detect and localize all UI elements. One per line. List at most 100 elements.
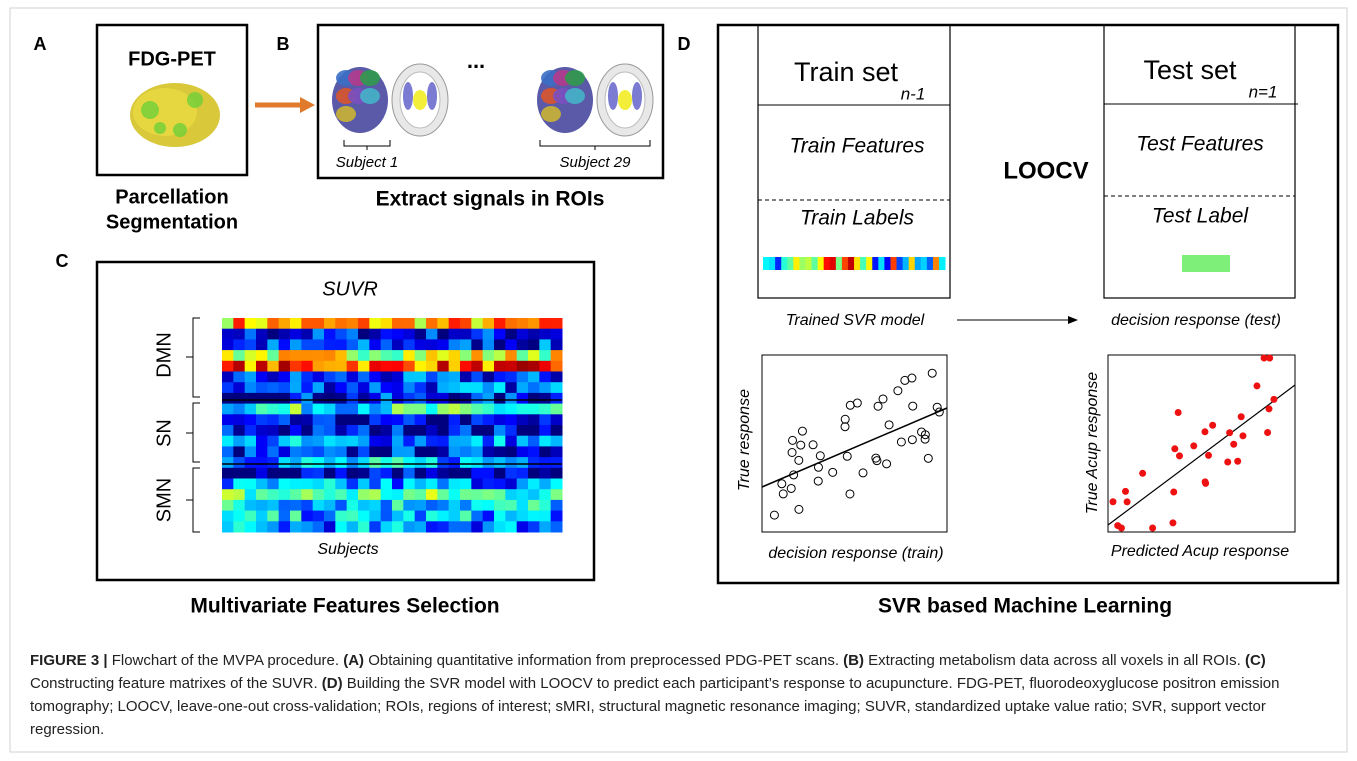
label-bar-cell <box>824 257 831 270</box>
heatmap-cell <box>381 339 393 350</box>
heatmap-cell <box>245 457 257 468</box>
heatmap-cell <box>369 489 381 500</box>
heatmap-cell <box>347 479 359 490</box>
heatmap-cell <box>290 468 302 479</box>
scatter-point <box>841 415 849 423</box>
heatmap-cell <box>267 511 279 522</box>
scatter-point <box>1266 355 1273 362</box>
heatmap-cell <box>313 468 325 479</box>
heatmap-cell <box>483 457 495 468</box>
heatmap-cell <box>222 382 234 393</box>
heatmap-cell <box>335 511 347 522</box>
heatmap-cell <box>426 361 438 372</box>
heatmap-cell <box>460 339 472 350</box>
heatmap-cell <box>505 436 517 447</box>
scatter-point <box>1239 432 1246 439</box>
heatmap-cell <box>290 425 302 436</box>
heatmap-cell <box>392 446 404 457</box>
heatmap-cell <box>358 457 370 468</box>
heatmap-cell <box>471 511 483 522</box>
heatmap-cell <box>256 446 268 457</box>
heatmap-cell <box>403 489 415 500</box>
heatmap-cell <box>460 521 472 532</box>
heatmap-cell <box>551 521 563 532</box>
heatmap-cell <box>483 468 495 479</box>
label-bar-cell <box>890 257 897 270</box>
heatmap-cell <box>494 339 506 350</box>
brain-region <box>360 88 380 104</box>
scatter-point <box>1270 396 1277 403</box>
heatmap-cell <box>279 414 291 425</box>
heatmap-cell <box>369 329 381 340</box>
scatter-point <box>1202 478 1209 485</box>
heatmap-cell <box>449 425 461 436</box>
heatmap-cell <box>415 404 427 415</box>
panel-caption: Parcellation <box>115 186 228 208</box>
heatmap-cell <box>517 457 529 468</box>
heatmap-cell <box>449 414 461 425</box>
heatmap-cell <box>517 350 529 361</box>
heatmap-cell <box>494 446 506 457</box>
heatmap-cell <box>494 489 506 500</box>
heatmap-cell <box>437 393 449 404</box>
heatmap-cell <box>324 425 336 436</box>
heatmap-cell <box>256 521 268 532</box>
heatmap-cell <box>415 329 427 340</box>
heatmap-cell <box>222 372 234 383</box>
heatmap-cell <box>392 489 404 500</box>
heatmap-cell <box>324 468 336 479</box>
heatmap-cell <box>324 339 336 350</box>
heatmap-cell <box>369 457 381 468</box>
heatmap-cell <box>369 404 381 415</box>
scatter-point <box>770 511 778 519</box>
heatmap-cell <box>347 361 359 372</box>
heatmap-cell <box>392 511 404 522</box>
heatmap-cell <box>369 393 381 404</box>
scatter-point <box>1109 498 1116 505</box>
heatmap-cell <box>471 425 483 436</box>
box-label: Train Features <box>790 135 925 158</box>
heatmap-cell <box>369 468 381 479</box>
scatter-point <box>787 484 795 492</box>
subscript: n-1 <box>901 84 926 103</box>
heatmap-cell <box>517 329 529 340</box>
heatmap-cell <box>471 382 483 393</box>
heatmap-cell <box>437 404 449 415</box>
scatter-point <box>1201 428 1208 435</box>
heatmap-cell <box>517 382 529 393</box>
heatmap-cell <box>426 404 438 415</box>
caption-segment: Obtaining quantitative information from … <box>364 652 843 669</box>
heatmap-cell <box>539 521 551 532</box>
heatmap-cell <box>324 436 336 447</box>
heatmap-cell <box>335 436 347 447</box>
label-bar-cell <box>860 257 867 270</box>
heatmap-cell <box>528 468 540 479</box>
heatmap-cell <box>347 489 359 500</box>
heatmap-cell <box>471 350 483 361</box>
heatmap-cell <box>222 489 234 500</box>
heatmap-cell <box>347 372 359 383</box>
heatmap-cell <box>528 393 540 404</box>
heatmap-cell <box>222 479 234 490</box>
heatmap-cell <box>403 479 415 490</box>
heatmap-cell <box>494 372 506 383</box>
heatmap-cell <box>301 414 313 425</box>
heatmap-cell <box>324 479 336 490</box>
heatmap-cell <box>528 329 540 340</box>
heatmap-cell <box>403 414 415 425</box>
scatter-point <box>1226 429 1233 436</box>
heatmap-cell <box>358 372 370 383</box>
heatmap-cell <box>392 372 404 383</box>
heatmap-cell <box>313 425 325 436</box>
heatmap-cell <box>358 521 370 532</box>
heatmap-cell <box>460 425 472 436</box>
heatmap-cell <box>505 339 517 350</box>
heatmap-cell <box>517 489 529 500</box>
heatmap-cell <box>290 318 302 329</box>
heatmap-cell <box>471 446 483 457</box>
heatmap-cell <box>426 425 438 436</box>
heatmap-cell <box>358 382 370 393</box>
heatmap-cell <box>369 339 381 350</box>
heatmap-cell <box>437 382 449 393</box>
scatter-point <box>1238 413 1245 420</box>
